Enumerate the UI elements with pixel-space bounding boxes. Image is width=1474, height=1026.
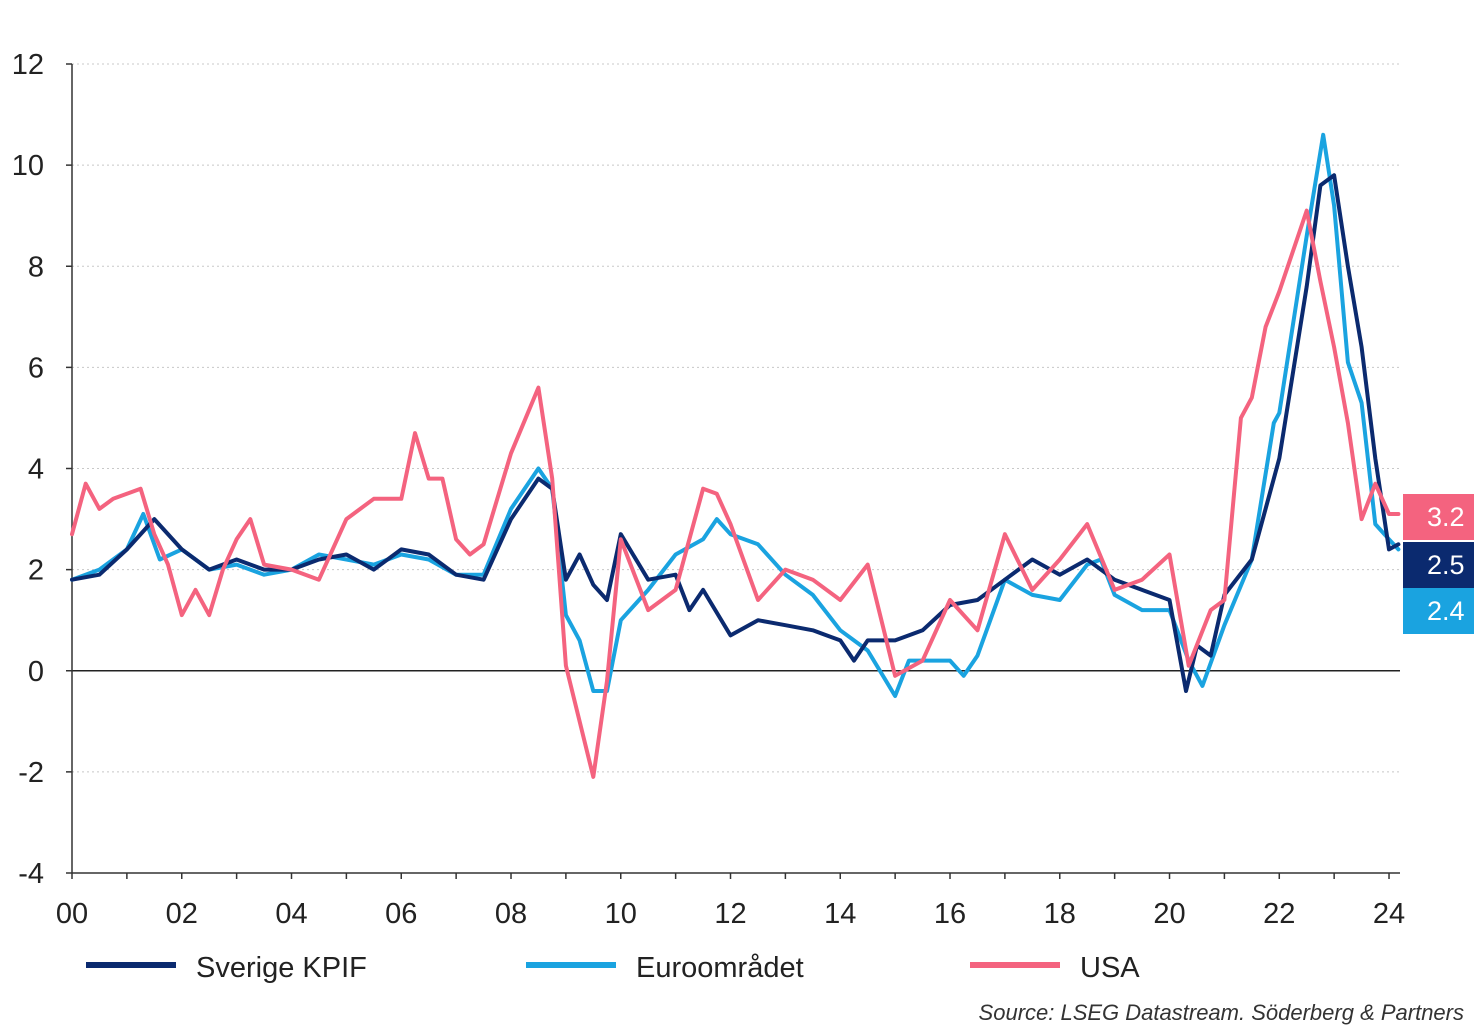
x-tick-label: 08 — [495, 898, 527, 930]
x-tick-label: 22 — [1263, 898, 1295, 930]
x-tick-label: 20 — [1153, 898, 1185, 930]
end-label-box — [1403, 588, 1474, 634]
gridlines — [72, 63, 1400, 874]
y-tick-label: 6 — [28, 352, 44, 384]
y-tick-label: 2 — [28, 555, 44, 587]
end-label-value: 2.5 — [1427, 550, 1465, 580]
series-line-usa — [70, 208, 1401, 779]
x-tick-label: 18 — [1044, 898, 1076, 930]
y-tick-label: 10 — [12, 150, 44, 182]
legend: Sverige KPIF Euroområdet USA — [86, 952, 1140, 984]
series-line-sverige-kpif — [70, 173, 1401, 693]
x-tick-label: 10 — [605, 898, 637, 930]
y-tick-label: 12 — [12, 49, 44, 81]
end-label-box — [1403, 494, 1474, 540]
end-value-labels: 3.2 2.5 2.4 — [1403, 494, 1474, 634]
x-tick-label: 16 — [934, 898, 966, 930]
x-tick-label: 14 — [824, 898, 856, 930]
series-line-euroomr-det — [70, 132, 1401, 698]
end-label-value: 2.4 — [1427, 596, 1465, 626]
series-lines — [70, 132, 1401, 779]
y-tick-label: 8 — [28, 251, 44, 283]
x-tick-label: 02 — [166, 898, 198, 930]
x-tick-label: 04 — [275, 898, 307, 930]
legend-label: Euroområdet — [636, 952, 804, 984]
legend-label: Sverige KPIF — [196, 952, 367, 984]
x-tick-label: 24 — [1373, 898, 1405, 930]
y-tick-labels: -4 -2 0 2 4 6 8 10 12 — [12, 49, 44, 890]
y-tick-label: -4 — [18, 858, 44, 890]
end-label-value: 3.2 — [1427, 502, 1465, 532]
x-tick-label: 12 — [714, 898, 746, 930]
y-tick-label: 0 — [28, 656, 44, 688]
x-tick-labels: 00 02 04 06 08 10 12 14 16 18 20 22 24 — [56, 898, 1405, 930]
y-tick-label: -2 — [18, 757, 44, 789]
end-label-box — [1403, 542, 1474, 588]
axes — [66, 63, 1400, 879]
x-tick-label: 06 — [385, 898, 417, 930]
x-tick-label: 00 — [56, 898, 88, 930]
source-note: Source: LSEG Datastream. Söderberg & Par… — [978, 1000, 1464, 1025]
legend-label: USA — [1080, 952, 1140, 984]
y-tick-label: 4 — [28, 454, 44, 486]
